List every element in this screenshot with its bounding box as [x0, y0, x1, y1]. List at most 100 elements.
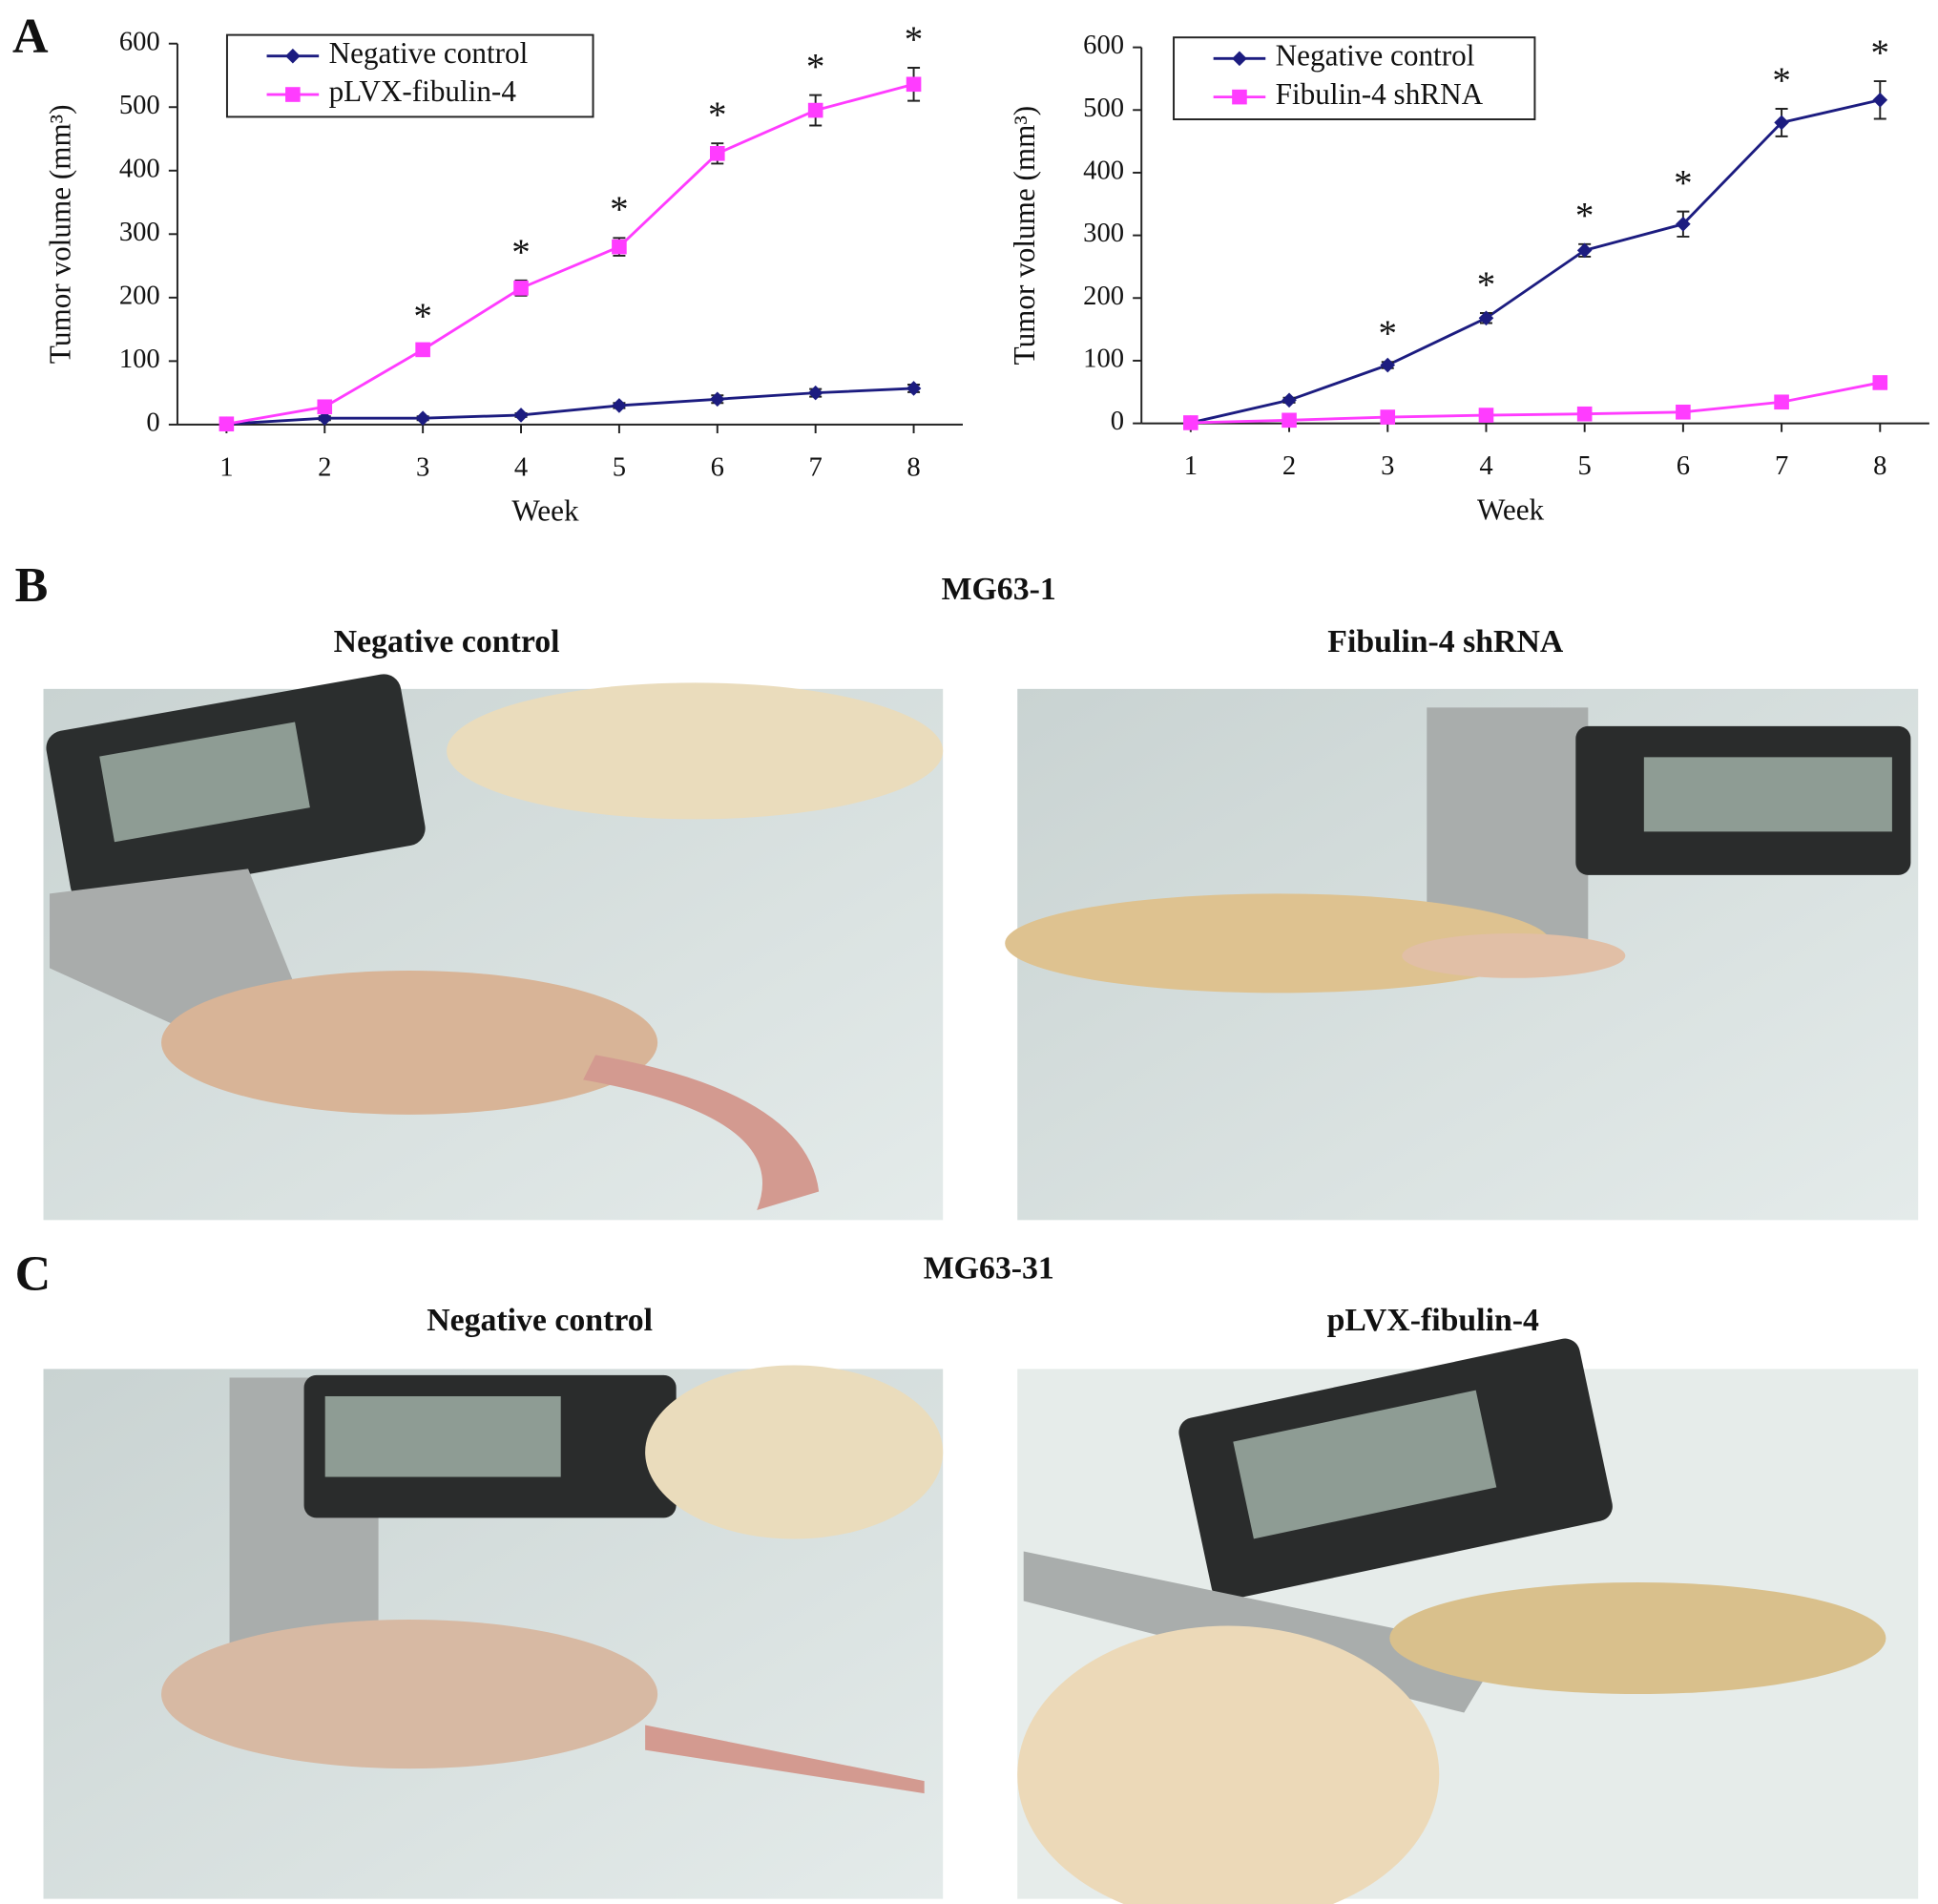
significance: * [1674, 163, 1693, 204]
marker [1676, 404, 1691, 420]
panel-label: A [12, 10, 49, 64]
photo [1005, 688, 1919, 1221]
y-tick-label: 100 [1083, 344, 1124, 373]
marker [1676, 216, 1691, 232]
marker [906, 76, 922, 93]
significance: * [413, 296, 432, 337]
marker [612, 398, 627, 413]
panel-label: B [15, 558, 49, 613]
significance: * [1575, 196, 1594, 237]
marker [1872, 92, 1888, 108]
marker [415, 410, 430, 427]
marker [317, 399, 333, 415]
y-tick-label: 0 [1111, 407, 1124, 436]
x-tick-label: 2 [318, 452, 331, 482]
marker [1183, 415, 1198, 430]
marker [709, 146, 725, 161]
marker [415, 342, 430, 358]
y-tick-label: 500 [1083, 94, 1124, 123]
significance: * [511, 232, 531, 273]
x-tick-label: 3 [416, 452, 429, 482]
series-line [226, 82, 914, 426]
legend-label: pLVX-fibulin-4 [329, 74, 517, 108]
y-tick-label: 100 [119, 345, 160, 374]
x-tick-label: 3 [1381, 451, 1394, 481]
marker [1774, 394, 1789, 410]
x-tick-label: 5 [613, 452, 626, 482]
x-tick-label: 8 [1873, 451, 1886, 481]
x-tick-label: 7 [1775, 451, 1788, 481]
y-tick-label: 300 [1083, 219, 1124, 248]
x-tick-label: 6 [711, 452, 724, 482]
x-tick-label: 7 [809, 452, 823, 482]
legend-box [225, 33, 594, 118]
marker [1380, 409, 1396, 425]
legend-box [1173, 36, 1536, 121]
x-tick-label: 4 [514, 452, 528, 482]
marker [1872, 375, 1888, 390]
legend-marker [1232, 89, 1247, 105]
marker [1282, 412, 1297, 429]
marker [219, 416, 235, 432]
photo-title: Negative control [427, 1303, 653, 1338]
significance: * [905, 19, 924, 60]
marker [1774, 115, 1789, 131]
marker [1576, 406, 1593, 422]
legend-marker [285, 87, 301, 102]
y-axis-label: Tumor volume (mm³) [43, 105, 76, 365]
x-axis-label: Week [1477, 492, 1545, 526]
significance: * [708, 94, 727, 136]
series-line [226, 387, 914, 426]
legend-label: Negative control [329, 36, 529, 70]
y-tick-label: 400 [119, 154, 160, 183]
x-tick-label: 1 [1184, 451, 1198, 481]
x-tick-label: 1 [219, 452, 233, 482]
y-tick-label: 600 [119, 27, 160, 56]
photo [43, 1365, 944, 1899]
significance: * [1772, 60, 1791, 101]
marker [709, 391, 725, 408]
photo [1017, 1338, 1919, 1904]
x-tick-label: 5 [1578, 451, 1592, 481]
legend-label: Negative control [1276, 38, 1475, 72]
marker [1478, 408, 1494, 423]
y-tick-label: 200 [1083, 282, 1124, 311]
series-line [1190, 98, 1881, 425]
marker [612, 239, 627, 255]
x-tick-label: 6 [1677, 451, 1690, 481]
legend-label: Fibulin-4 shRNA [1276, 77, 1484, 111]
panel-label: C [15, 1246, 52, 1301]
photo [43, 674, 944, 1221]
photo-title: pLVX-fibulin-4 [1327, 1303, 1539, 1338]
significance: * [806, 47, 825, 88]
y-tick-label: 400 [1083, 157, 1124, 186]
section-title: MG63-1 [942, 572, 1056, 607]
marker [807, 385, 823, 401]
y-tick-label: 200 [119, 281, 160, 310]
series-line [1190, 381, 1881, 425]
marker [513, 408, 529, 423]
significance: * [610, 189, 629, 230]
y-tick-label: 600 [1083, 31, 1124, 60]
y-tick-label: 0 [146, 408, 159, 437]
marker [1282, 392, 1297, 408]
significance: * [1477, 264, 1496, 305]
legend-marker [1232, 51, 1247, 67]
marker [1380, 357, 1396, 373]
section-title: MG63-31 [924, 1250, 1054, 1286]
significance: * [1871, 32, 1890, 73]
significance: * [1379, 313, 1398, 354]
x-tick-label: 2 [1282, 451, 1296, 481]
photo-title: Fibulin-4 shRNA [1327, 624, 1564, 659]
y-tick-label: 500 [119, 91, 160, 120]
marker [906, 381, 922, 396]
photo-title: Negative control [334, 624, 560, 659]
x-tick-label: 8 [906, 452, 920, 482]
x-axis-label: Week [511, 494, 579, 528]
y-axis-label: Tumor volume (mm³) [1008, 106, 1041, 366]
y-tick-label: 300 [119, 218, 160, 247]
marker [513, 281, 529, 296]
marker [807, 102, 823, 118]
x-tick-label: 4 [1479, 451, 1492, 481]
